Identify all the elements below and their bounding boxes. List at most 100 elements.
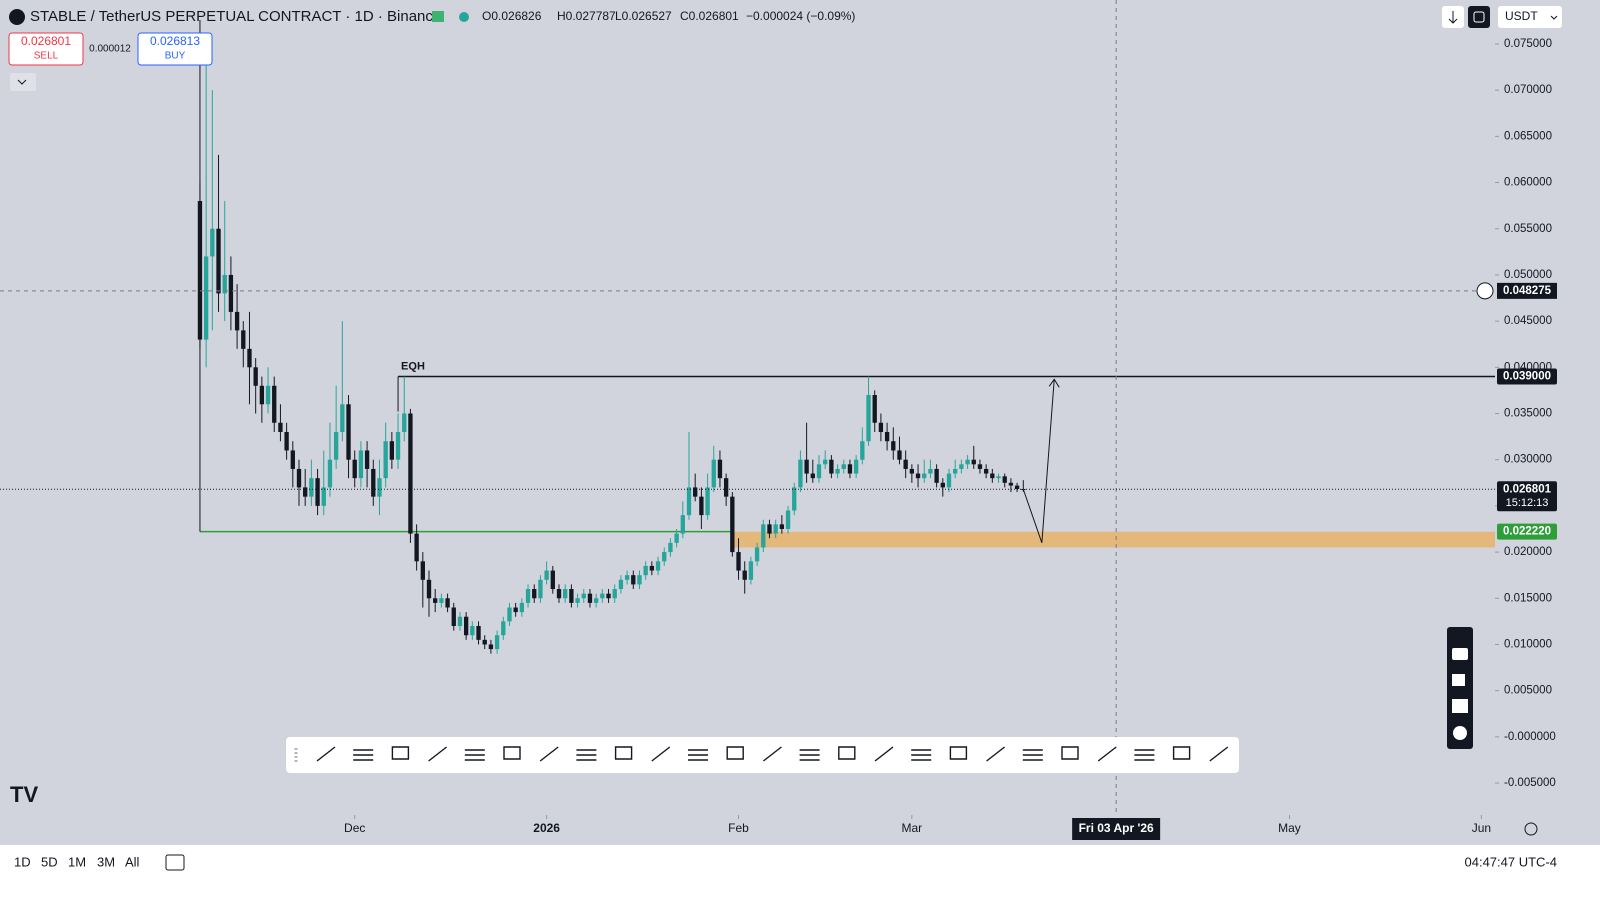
tool-icon[interactable] <box>1097 746 1117 762</box>
tool-icon[interactable] <box>539 746 559 762</box>
timeframe[interactable]: 1M <box>68 854 86 869</box>
crosshair-y-label: 0.048275 <box>1503 285 1552 297</box>
candle-body <box>439 598 444 603</box>
tool-icon[interactable] <box>838 746 856 760</box>
timeframe[interactable]: 5D <box>41 854 58 869</box>
candle-body <box>327 459 333 488</box>
tool-icon[interactable] <box>614 746 633 760</box>
candle-body <box>532 589 537 599</box>
candle-body <box>804 459 809 474</box>
y-tick-label: -0.000000 <box>1504 731 1556 743</box>
tool-icon[interactable] <box>576 749 597 761</box>
y-tick-label: 0.045000 <box>1504 315 1552 327</box>
timeframe[interactable]: All <box>125 854 140 869</box>
candle-body <box>655 561 661 571</box>
y-tick-label: 0.065000 <box>1504 130 1552 142</box>
tool-icon[interactable] <box>799 749 820 761</box>
tool-icon[interactable] <box>949 746 968 760</box>
candle-body <box>816 464 822 479</box>
tool-icon[interactable] <box>762 746 782 762</box>
candle-body <box>228 274 234 312</box>
candle-body <box>686 487 692 516</box>
candle-body <box>971 459 976 465</box>
sync-button[interactable] <box>1468 6 1490 28</box>
tool-icon[interactable] <box>986 746 1006 762</box>
tool-icon[interactable] <box>503 746 521 760</box>
price-label: 0.022220 <box>1503 526 1551 538</box>
candle-body <box>872 395 877 423</box>
crosshair-x-box <box>1072 818 1161 840</box>
settings-icon[interactable] <box>1453 726 1467 740</box>
candle-body <box>674 533 679 543</box>
buy-button[interactable] <box>137 32 213 66</box>
timeframe[interactable]: 1D <box>14 854 31 869</box>
video-icon[interactable] <box>1452 674 1465 686</box>
tool-icon[interactable] <box>1061 746 1079 760</box>
flag <box>432 11 444 22</box>
candle-body <box>649 565 655 571</box>
candle-body <box>272 385 277 423</box>
tool-icon[interactable] <box>428 746 448 762</box>
candle-body <box>618 579 624 590</box>
currency-button[interactable] <box>1498 6 1562 28</box>
tool-icon[interactable] <box>353 749 374 761</box>
candle-body <box>835 468 840 474</box>
x-tick-label: 2026 <box>533 821 560 835</box>
tool-icon[interactable] <box>651 746 671 762</box>
timeframe[interactable]: 3M <box>97 854 115 869</box>
drawing-toolbar <box>286 737 1239 773</box>
collapse-button[interactable] <box>10 73 36 91</box>
spread: 0.000012 <box>89 44 131 55</box>
settings-icon[interactable] <box>1524 822 1538 836</box>
candle-body <box>333 431 339 460</box>
tool-icon[interactable] <box>874 746 894 762</box>
background <box>0 0 1600 845</box>
candle-body <box>247 348 252 368</box>
series <box>197 43 1026 654</box>
sell-button[interactable] <box>8 32 84 66</box>
candle-body <box>544 570 549 580</box>
candle-body <box>426 579 432 599</box>
tool-icon[interactable] <box>1022 749 1043 761</box>
candle-body <box>730 496 735 553</box>
x-tick-label: Mar <box>902 821 923 835</box>
price-label-box <box>1497 368 1557 385</box>
candle-body <box>996 476 1001 479</box>
tool-icon[interactable] <box>688 749 708 761</box>
candle-body <box>990 473 995 479</box>
tool-icon[interactable] <box>464 749 485 761</box>
candle-body <box>358 450 364 479</box>
last-price-box <box>1497 481 1557 512</box>
y-tick-label: 0.055000 <box>1504 223 1552 235</box>
buy-label: BUY <box>165 51 186 62</box>
candle-body <box>884 431 890 442</box>
candle-body <box>402 413 407 432</box>
calendar-icon[interactable] <box>165 854 185 871</box>
candle-body <box>853 459 859 474</box>
y-tick-label: 0.060000 <box>1504 177 1552 189</box>
tool-icon[interactable] <box>911 749 932 761</box>
tool-icon[interactable] <box>726 746 744 760</box>
zone <box>732 531 1495 548</box>
tool-icon[interactable] <box>391 746 410 760</box>
tool-icon[interactable] <box>1209 746 1229 762</box>
camera-icon[interactable] <box>1452 648 1468 660</box>
candle-body <box>259 385 265 405</box>
tool-icon[interactable] <box>1134 749 1155 761</box>
y-tick-label: 0.010000 <box>1504 638 1552 650</box>
candle-body <box>284 431 289 451</box>
tool-icon[interactable] <box>316 746 336 762</box>
status-dot <box>459 12 469 22</box>
candle-body <box>587 593 593 603</box>
layers-icon[interactable] <box>1452 699 1468 713</box>
candle-body <box>748 561 754 580</box>
candle-body <box>699 496 704 516</box>
candle-body <box>315 478 320 506</box>
tool-icon[interactable] <box>1172 746 1191 760</box>
candle-body <box>841 464 846 469</box>
candle-body <box>265 385 271 405</box>
candle-body <box>488 644 494 650</box>
chevron <box>1550 15 1558 20</box>
candle-body <box>501 621 506 636</box>
candle-body <box>408 413 413 534</box>
